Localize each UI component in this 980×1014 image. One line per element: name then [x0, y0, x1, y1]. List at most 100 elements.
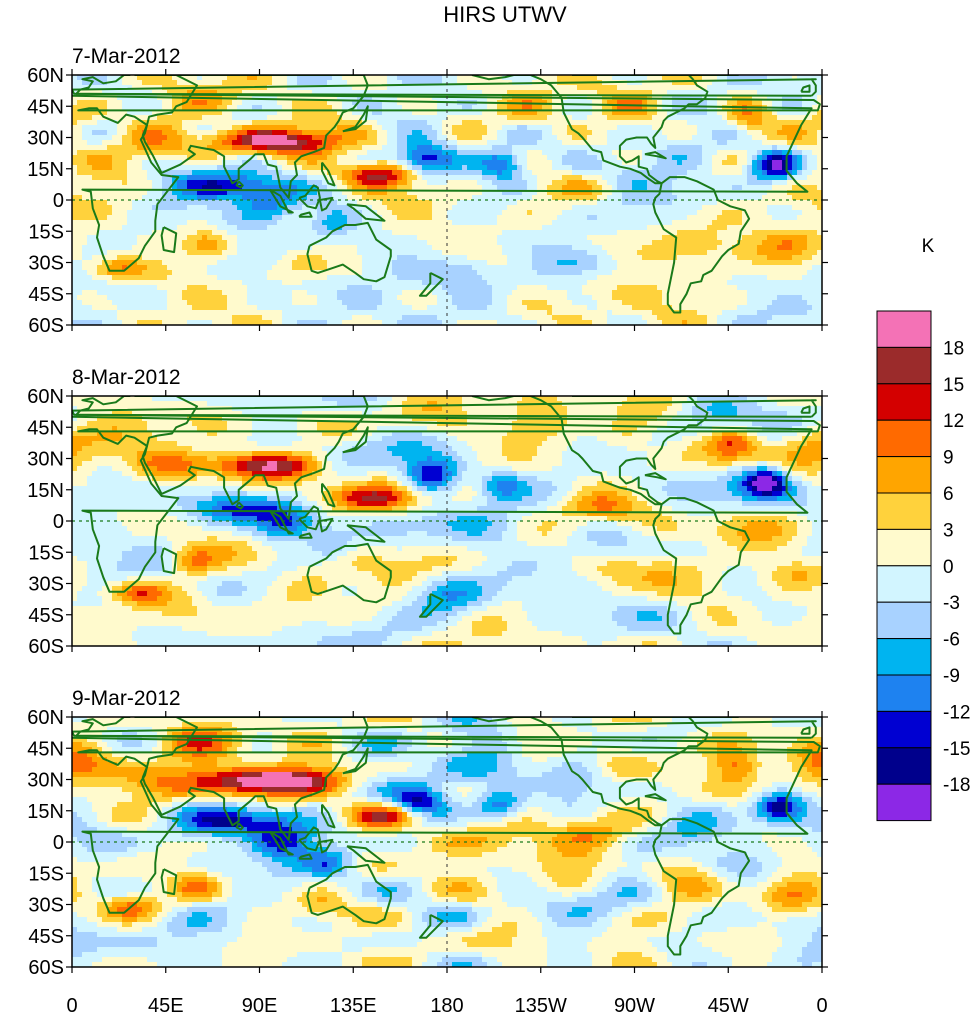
coastline-3 — [269, 188, 294, 214]
ytick-label: 30S — [28, 895, 64, 917]
ytick-label: 60N — [27, 386, 64, 408]
coastline-5 — [298, 505, 321, 531]
ytick-label: 15N — [27, 480, 64, 502]
coastline-8 — [321, 161, 336, 187]
panel-date: 9-Mar-2012 — [72, 687, 181, 710]
ytick-label: 45N — [27, 96, 64, 118]
coastline-2 — [306, 221, 392, 283]
coastline-6 — [318, 838, 334, 854]
coastline-11 — [160, 868, 178, 896]
colorbar-label: 9 — [943, 448, 954, 469]
field-band-2 — [232, 130, 397, 185]
field-band-6 — [72, 396, 822, 646]
chart-title: HIRS UTWV — [443, 2, 567, 27]
coastline-14 — [652, 818, 751, 956]
colorbar-swatch — [876, 310, 932, 348]
field-band-9 — [172, 130, 802, 265]
coastline-4 — [298, 853, 313, 860]
coastline-12 — [235, 180, 244, 189]
continents-2 — [72, 384, 821, 635]
coastline-8 — [321, 803, 336, 829]
field-band-0 — [262, 461, 277, 471]
coastline-7 — [346, 524, 386, 543]
coastline-1 — [134, 75, 369, 199]
xtick-label: 0 — [66, 995, 77, 1014]
coastline-7 — [346, 203, 386, 222]
coastline-19 — [770, 384, 793, 388]
coastline-12 — [235, 501, 244, 510]
colorbar-swatch — [876, 783, 932, 822]
ytick-label: 45S — [28, 926, 64, 948]
coastline-8 — [321, 482, 336, 508]
field-band-10 — [182, 787, 802, 872]
coastline-19 — [770, 63, 793, 67]
colorbar-label: -15 — [943, 739, 970, 760]
colorbar-swatch — [876, 346, 932, 385]
panel-date: 7-Mar-2012 — [72, 45, 181, 68]
continents-1 — [72, 63, 821, 314]
coastline-3 — [269, 830, 294, 856]
colorbar-label: -9 — [943, 666, 960, 687]
coastline-17 — [72, 720, 817, 739]
xtick-label: 45E — [148, 995, 184, 1014]
coastline-9 — [342, 426, 369, 454]
colorbar-label: 12 — [943, 411, 964, 432]
colorbar-label: 0 — [943, 557, 954, 578]
colorbar-label: 15 — [943, 375, 964, 396]
colorbar-unit-label: K — [922, 236, 935, 257]
ytick-label: 15S — [28, 221, 64, 243]
xtick-label: 135E — [330, 995, 377, 1014]
map-panel-1: 60N 45N 30N 15N 0 15S 30S 45S 60S 7-Mar-2012 — [27, 45, 828, 337]
coastline-3 — [269, 509, 294, 535]
colorbar-swatch — [876, 456, 932, 494]
coastline-6 — [318, 196, 334, 212]
ytick-label: 45N — [27, 417, 64, 439]
field-band-0 — [252, 135, 297, 145]
coastline-13 — [471, 717, 709, 827]
colorbar-swatch — [876, 419, 932, 458]
continents-3 — [72, 705, 821, 956]
coastline-13 — [471, 396, 709, 506]
colorbar-label: -3 — [943, 593, 960, 614]
coastline-4 — [298, 211, 313, 218]
colorbar-swatch — [876, 528, 932, 567]
coastline-10 — [418, 593, 444, 618]
coastline-11 — [160, 547, 178, 575]
ytick-label: 60N — [27, 707, 64, 729]
coastline-17 — [72, 78, 817, 97]
field-band-4 — [72, 401, 822, 606]
ytick-label: 0 — [53, 511, 64, 533]
coastline-17 — [72, 399, 817, 418]
ytick-label: 30N — [27, 770, 64, 792]
coastline-11 — [160, 226, 178, 254]
coastline-1 — [134, 396, 369, 520]
ytick-label: 30N — [27, 449, 64, 471]
field-band-7 — [72, 717, 822, 967]
field-band-2 — [187, 737, 397, 822]
coastline-12 — [235, 822, 244, 831]
colorbar-label: 6 — [943, 484, 954, 505]
coastline-19 — [770, 705, 793, 709]
colorbar-swatch — [876, 565, 932, 603]
colorbar-swatch — [876, 638, 932, 676]
coastline-1 — [134, 717, 369, 841]
ytick-label: 30N — [27, 128, 64, 150]
ytick-label: 15N — [27, 159, 64, 181]
colorbar-label: -18 — [943, 775, 970, 796]
ytick-label: 0 — [53, 190, 64, 212]
xtick-label: 90E — [242, 995, 278, 1014]
ytick-label: 15S — [28, 863, 64, 885]
field-band-4 — [72, 727, 822, 922]
colorbar-label: 3 — [943, 520, 954, 541]
coastline-2 — [306, 542, 392, 604]
coastline-9 — [342, 747, 369, 775]
coastline-13 — [471, 75, 709, 185]
coastline-10 — [418, 272, 444, 297]
ytick-label: 45N — [27, 738, 64, 760]
coastline-7 — [346, 845, 386, 864]
colorbar-swatch — [876, 747, 932, 785]
coastline-4 — [298, 532, 313, 539]
coastline-14 — [652, 176, 751, 314]
map-panel-2: 60N 45N 30N 15N 0 15S 30S 45S 60S 8-Mar-2012 — [27, 366, 828, 658]
